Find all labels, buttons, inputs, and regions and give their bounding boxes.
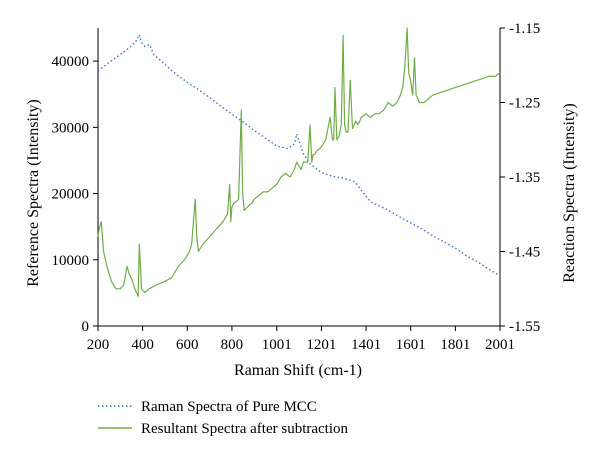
legend-label-subtraction: Resultant Spectra after subtraction <box>141 421 349 437</box>
legend-label-mcc: Raman Spectra of Pure MCC <box>141 399 317 415</box>
y-tick-label-right: -1.35 <box>509 170 540 186</box>
y-axis-label-left: Reference Spectra (Intensity) <box>25 99 42 286</box>
y-tick-label-right: -1.25 <box>509 96 540 112</box>
x-axis-label: Raman Shift (cm-1) <box>234 362 362 379</box>
x-tick-label: 1001 <box>262 337 292 353</box>
y-tick-label-right: -1.55 <box>509 319 540 335</box>
series-layer <box>97 27 501 297</box>
x-tick-label: 800 <box>221 337 244 353</box>
y-tick-label-left: 20000 <box>52 187 90 203</box>
series-line-mcc-reference <box>97 33 501 277</box>
y-axis-label-right: Reaction Spectra (Intensity) <box>561 103 578 283</box>
series-line-subtraction-result <box>97 27 501 297</box>
x-tick-label: 2001 <box>485 337 515 353</box>
legend: Raman Spectra of Pure MCC Resultant Spec… <box>98 399 349 437</box>
y-tick-label-right: -1.15 <box>509 21 540 37</box>
x-tick-label: 1801 <box>440 337 470 353</box>
axes-layer: 200 400 600 800 1001 1201 1401 1601 1801 2001 0 100… <box>52 21 541 353</box>
labels-layer: Raman Shift (cm-1) Reference Spectra (In… <box>25 99 578 379</box>
y-tick-label-left: 0 <box>82 319 90 335</box>
x-tick-label: 1401 <box>351 337 381 353</box>
y-tick-label-left: 10000 <box>52 253 90 269</box>
x-tick-label: 1601 <box>396 337 426 353</box>
y-tick-label-right: -1.45 <box>509 245 540 261</box>
y-tick-label-left: 40000 <box>52 54 90 70</box>
y-tick-label-left: 30000 <box>52 120 90 136</box>
x-tick-label: 200 <box>87 337 110 353</box>
x-tick-label: 600 <box>176 337 199 353</box>
x-tick-label: 1201 <box>306 337 336 353</box>
x-tick-label: 400 <box>131 337 154 353</box>
